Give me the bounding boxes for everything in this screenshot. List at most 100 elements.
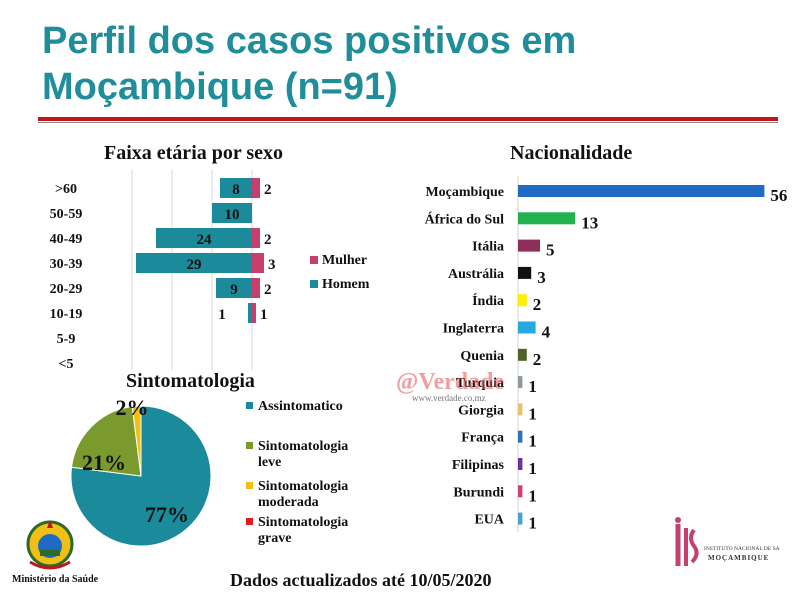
nationality-tick-label: África do Sul [425, 210, 504, 227]
nationality-tick-label: França [461, 431, 504, 446]
pie-legend-label: Assintomatico [258, 399, 343, 414]
legend-homem-swatch [310, 280, 318, 288]
nationality-tick-label: EUA [474, 513, 504, 528]
homem-value-label: 9 [230, 282, 238, 298]
nationality-tick-label: Austrália [448, 267, 504, 282]
title-divider-shadow [38, 122, 778, 123]
nationality-bar [518, 376, 523, 389]
nationality-chart-title: Nacionalidade [510, 142, 633, 164]
homem-bar [216, 278, 252, 298]
nationality-tick-label: Inglaterra [443, 322, 504, 337]
nationality-value-label: 2 [533, 350, 542, 369]
nationality-value-label: 1 [528, 486, 537, 505]
nationality-bar [518, 239, 540, 252]
homem-value-label: 1 [218, 307, 226, 323]
mulher-value-label: 2 [264, 232, 272, 248]
nationality-tick-label: Burundi [453, 485, 504, 500]
homem-bar [248, 303, 252, 323]
age-tick-label: >60 [55, 182, 77, 197]
title-divider [38, 117, 778, 121]
mulher-value-label: 2 [264, 282, 272, 298]
nationality-value-label: 1 [528, 459, 537, 478]
pie-legend-swatch [246, 402, 253, 409]
age-sex-chart: >60 8 2 50-59 10 40-49 24 2 30-39 29 3 20-29 9 2 10-19… [50, 170, 370, 370]
nationality-tick-label: Filipinas [452, 458, 505, 473]
pie-legend-swatch [246, 518, 253, 525]
nationality-value-label: 56 [770, 186, 787, 205]
pie-slice [70, 405, 142, 477]
nationality-value-label: 13 [581, 213, 598, 232]
age-tick-label: 5-9 [57, 332, 76, 347]
nationality-tick-label: Giorgia [458, 403, 504, 418]
nationality-value-label: 2 [533, 295, 542, 314]
homem-bar [220, 178, 252, 198]
nationality-tick-label: Moçambique [425, 185, 504, 200]
watermark-top: @Verdade [396, 369, 504, 395]
homem-value-label: 29 [187, 257, 202, 273]
ins-logo-line2: MOÇAMBIQUE [708, 554, 769, 562]
nationality-value-label: 1 [528, 404, 537, 423]
watermark-bottom: www.verdade.co.mz [412, 393, 486, 403]
nationality-bar [518, 403, 523, 416]
pie-legend-label: Sintomatologia leve [258, 439, 348, 470]
symptom-chart-title: Sintomatologia [126, 370, 255, 392]
nationality-bar [518, 266, 532, 279]
age-tick-label: 20-29 [50, 282, 83, 297]
mulher-bar [252, 178, 260, 198]
homem-bar [212, 203, 252, 223]
homem-value-label: 8 [232, 182, 240, 198]
ins-logo: INSTITUTO NACIONAL DE SAÚDE MOÇAMBIQUE [675, 517, 780, 566]
pie-legend-label: Sintomatologia grave [258, 515, 348, 546]
nationality-bar [518, 348, 527, 361]
age-tick-label: 50-59 [50, 207, 83, 222]
homem-value-label: 24 [197, 232, 213, 248]
legend-mulher-swatch [310, 256, 318, 264]
nationality-value-label: 4 [542, 323, 551, 342]
age-tick-label: 30-39 [50, 257, 83, 272]
pie-legend-swatch [246, 482, 253, 489]
age-chart-title: Faixa etária por sexo [104, 142, 284, 164]
pie-slice [131, 405, 142, 477]
nationality-bar [518, 185, 765, 197]
age-tick-label: <5 [59, 357, 74, 370]
ministry-label: Ministério da Saúde [12, 574, 99, 585]
mulher-bar [252, 228, 260, 248]
footer-updated: Dados actualizados até 10/05/2020 [230, 570, 492, 590]
pie-label-assintomatico: 77% [145, 502, 189, 527]
symptom-pie-chart: 77% 21% 2% Assintomatico Sintomatologia leve S… [70, 395, 348, 547]
verdade-watermark: @Verdade www.verdade.co.mz [396, 369, 504, 403]
mulher-value-label: 1 [260, 307, 268, 323]
mozambique-emblem-icon [26, 520, 74, 570]
pie-label-moderada: 2% [116, 395, 149, 420]
mulher-bar [252, 303, 256, 323]
nationality-tick-label: Itália [472, 240, 504, 255]
nationality-value-label: 1 [528, 514, 537, 533]
nationality-bar [518, 321, 536, 334]
pie-legend-label: Sintomatologia moderada [258, 479, 348, 510]
age-tick-label: 40-49 [50, 232, 83, 247]
homem-bar [156, 228, 252, 248]
nationality-value-label: 3 [537, 268, 546, 287]
age-tick-label: 10-19 [50, 307, 83, 322]
nationality-bar [518, 485, 523, 498]
homem-bar [136, 253, 252, 273]
mulher-value-label: 2 [264, 182, 272, 198]
pie-label-leve: 21% [82, 450, 126, 475]
mulher-bar [252, 253, 264, 273]
nationality-bar [518, 458, 523, 470]
nationality-value-label: 1 [528, 377, 537, 396]
nationality-value-label: 5 [546, 241, 555, 260]
ins-logo-line1: INSTITUTO NACIONAL DE SAÚDE [704, 544, 780, 552]
homem-value-label: 10 [225, 207, 240, 223]
nationality-tick-label: Quenia [460, 349, 504, 364]
nationality-tick-label: Índia [472, 292, 504, 309]
nationality-value-label: 1 [528, 432, 537, 451]
mulher-value-label: 3 [268, 257, 276, 273]
mulher-bar [252, 278, 260, 298]
legend-mulher-label: Mulher [322, 253, 367, 268]
nationality-bar [518, 430, 523, 443]
nationality-tick-label: Turquia [456, 376, 504, 391]
pie-legend-swatch [246, 442, 253, 449]
nationality-bar [518, 512, 523, 525]
